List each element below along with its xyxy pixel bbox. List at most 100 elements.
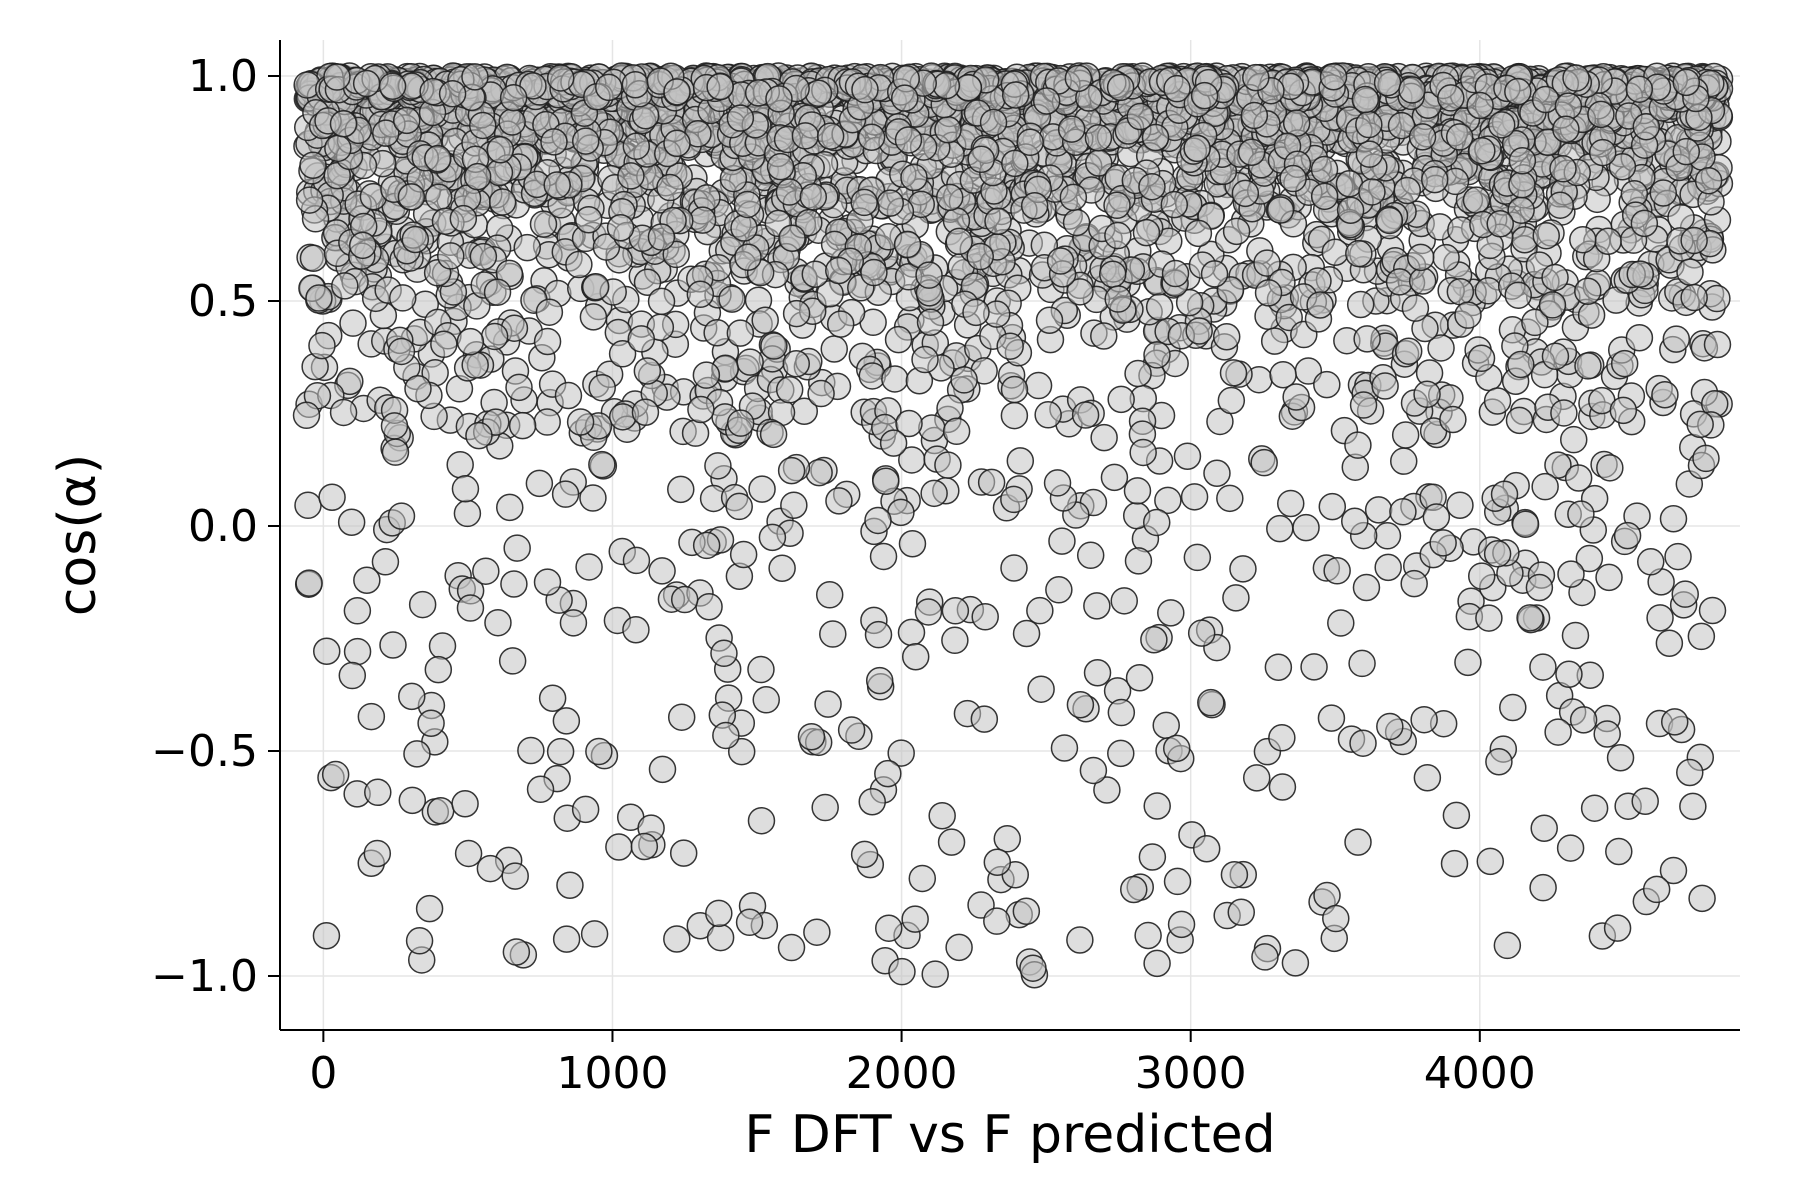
data-point — [937, 184, 963, 210]
data-point — [465, 164, 491, 190]
x-tick-label: 0 — [309, 1048, 337, 1099]
scatter-chart: 01000200030004000−1.0−0.50.00.51.0F DFT … — [0, 0, 1800, 1200]
data-point — [596, 74, 622, 100]
data-point — [1027, 598, 1053, 624]
data-point — [668, 476, 694, 502]
data-point — [1626, 325, 1652, 351]
data-point — [473, 558, 499, 584]
data-point — [1002, 377, 1028, 403]
data-point — [806, 460, 832, 486]
y-tick-label: 0.5 — [188, 276, 258, 327]
data-point — [1046, 577, 1072, 603]
data-point — [1267, 197, 1293, 223]
data-point — [380, 73, 406, 99]
data-point — [1366, 497, 1392, 523]
data-point — [1045, 470, 1071, 496]
data-point — [541, 129, 567, 155]
data-point — [1596, 564, 1622, 590]
data-point — [768, 154, 794, 180]
data-point — [1532, 474, 1558, 500]
data-point — [903, 644, 929, 670]
data-point — [861, 260, 887, 286]
data-point — [364, 840, 390, 866]
data-point — [1356, 141, 1382, 167]
data-point — [1144, 342, 1170, 368]
data-point — [997, 333, 1023, 359]
data-point — [779, 458, 805, 484]
data-point — [430, 633, 456, 659]
data-point — [1349, 650, 1375, 676]
data-point — [399, 683, 425, 709]
data-point — [1284, 110, 1310, 136]
data-point — [1447, 124, 1473, 150]
data-point — [325, 135, 351, 161]
data-point — [1130, 439, 1156, 465]
data-point — [1376, 207, 1402, 233]
data-point — [851, 189, 877, 215]
data-point — [1396, 338, 1422, 364]
data-point — [1202, 261, 1228, 287]
data-point — [501, 85, 527, 111]
data-point — [972, 604, 998, 630]
data-point — [749, 476, 775, 502]
data-point — [1550, 156, 1576, 182]
data-point — [1663, 326, 1689, 352]
data-point — [1189, 620, 1215, 646]
data-point — [319, 484, 345, 510]
data-point — [456, 840, 482, 866]
y-tick-label: −0.5 — [151, 726, 258, 777]
data-point — [1164, 76, 1190, 102]
data-point — [937, 395, 963, 421]
data-point — [1575, 353, 1601, 379]
data-point — [1612, 351, 1638, 377]
data-point — [1492, 481, 1518, 507]
data-point — [1186, 318, 1212, 344]
data-point — [1562, 623, 1588, 649]
data-point — [792, 123, 818, 149]
data-point — [555, 382, 581, 408]
data-point — [1681, 227, 1707, 253]
data-point — [344, 598, 370, 624]
data-point — [1182, 484, 1208, 510]
data-point — [462, 352, 488, 378]
data-point — [1139, 174, 1165, 200]
data-point — [1356, 112, 1382, 138]
data-point — [1001, 486, 1027, 512]
data-point — [470, 112, 496, 138]
data-point — [1161, 192, 1187, 218]
data-point — [1084, 593, 1110, 619]
data-point — [526, 470, 552, 496]
data-point — [1506, 407, 1532, 433]
data-point — [839, 717, 865, 743]
data-point — [1017, 129, 1043, 155]
data-point — [944, 418, 970, 444]
data-point — [295, 492, 321, 518]
data-point — [1080, 757, 1106, 783]
data-point — [1078, 542, 1104, 568]
data-point — [1100, 261, 1126, 287]
data-point — [1414, 765, 1440, 791]
data-point — [918, 309, 944, 335]
data-point — [1545, 719, 1571, 745]
data-point — [1494, 932, 1520, 958]
data-point — [1638, 549, 1664, 575]
data-point — [769, 555, 795, 581]
data-point — [528, 776, 554, 802]
data-point — [1314, 372, 1340, 398]
data-point — [713, 722, 739, 748]
data-point — [1558, 561, 1584, 587]
data-point — [1239, 139, 1265, 165]
data-point — [994, 826, 1020, 852]
data-point — [1003, 82, 1029, 108]
data-point — [867, 668, 893, 694]
data-point — [1556, 661, 1582, 687]
data-point — [1165, 868, 1191, 894]
data-point — [566, 252, 592, 278]
data-point — [1108, 740, 1134, 766]
data-point — [657, 175, 683, 201]
data-point — [933, 73, 959, 99]
data-point — [939, 829, 965, 855]
data-point — [1014, 621, 1040, 647]
data-point — [466, 423, 492, 449]
data-point — [452, 791, 478, 817]
